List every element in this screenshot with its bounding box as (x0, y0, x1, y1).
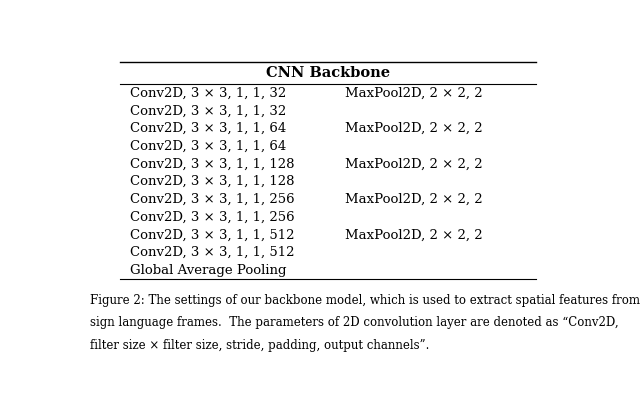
Text: Conv2D, 3 × 3, 1, 1, 64: Conv2D, 3 × 3, 1, 1, 64 (129, 140, 286, 153)
Text: Conv2D, 3 × 3, 1, 1, 512: Conv2D, 3 × 3, 1, 1, 512 (129, 246, 294, 259)
Text: Conv2D, 3 × 3, 1, 1, 256: Conv2D, 3 × 3, 1, 1, 256 (129, 211, 294, 224)
Text: MaxPool2D, 2 × 2, 2: MaxPool2D, 2 × 2, 2 (346, 158, 483, 171)
Text: MaxPool2D, 2 × 2, 2: MaxPool2D, 2 × 2, 2 (346, 228, 483, 241)
Text: CNN Backbone: CNN Backbone (266, 66, 390, 80)
Text: Figure 2: The settings of our backbone model, which is used to extract spatial f: Figure 2: The settings of our backbone m… (90, 294, 640, 307)
Text: filter size × filter size, stride, padding, output channels”.: filter size × filter size, stride, paddi… (90, 339, 429, 352)
Text: Conv2D, 3 × 3, 1, 1, 64: Conv2D, 3 × 3, 1, 1, 64 (129, 122, 286, 135)
Text: Conv2D, 3 × 3, 1, 1, 128: Conv2D, 3 × 3, 1, 1, 128 (129, 158, 294, 171)
Text: MaxPool2D, 2 × 2, 2: MaxPool2D, 2 × 2, 2 (346, 193, 483, 206)
Text: Global Average Pooling: Global Average Pooling (129, 264, 286, 277)
Text: Conv2D, 3 × 3, 1, 1, 256: Conv2D, 3 × 3, 1, 1, 256 (129, 193, 294, 206)
Text: sign language frames.  The parameters of 2D convolution layer are denoted as “Co: sign language frames. The parameters of … (90, 316, 618, 329)
Text: Conv2D, 3 × 3, 1, 1, 32: Conv2D, 3 × 3, 1, 1, 32 (129, 104, 286, 117)
Text: MaxPool2D, 2 × 2, 2: MaxPool2D, 2 × 2, 2 (346, 87, 483, 100)
Text: Conv2D, 3 × 3, 1, 1, 32: Conv2D, 3 × 3, 1, 1, 32 (129, 87, 286, 100)
Text: Conv2D, 3 × 3, 1, 1, 128: Conv2D, 3 × 3, 1, 1, 128 (129, 175, 294, 188)
Text: MaxPool2D, 2 × 2, 2: MaxPool2D, 2 × 2, 2 (346, 122, 483, 135)
Text: Conv2D, 3 × 3, 1, 1, 512: Conv2D, 3 × 3, 1, 1, 512 (129, 228, 294, 241)
